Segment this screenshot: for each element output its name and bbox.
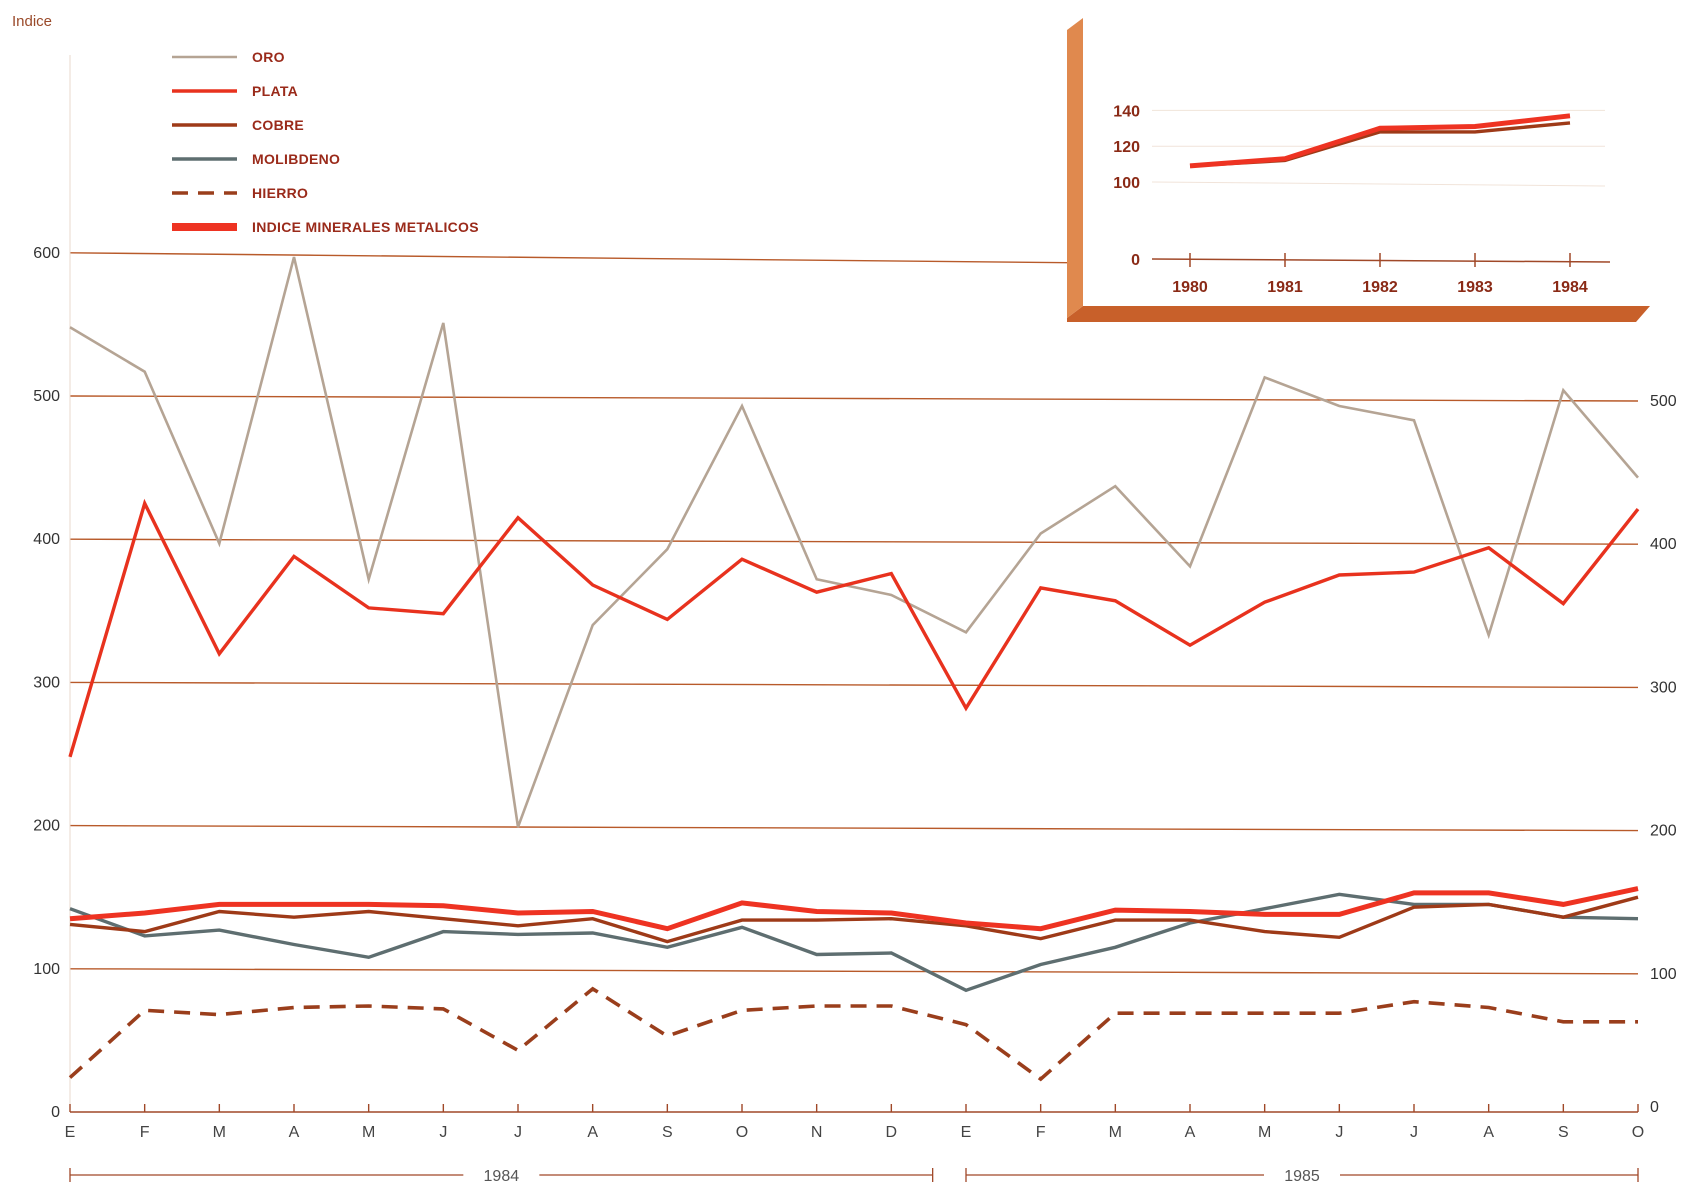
- x-tick-label: M: [1109, 1124, 1122, 1141]
- y-ticks-left: 0 100 200 300 400 500 600: [33, 245, 60, 1121]
- y-axis-title: Indice: [12, 13, 52, 30]
- x-tick-label: F: [140, 1124, 150, 1141]
- y-tick-right: 200: [1650, 823, 1677, 840]
- x-tick-label: A: [1185, 1124, 1196, 1141]
- y-tick-left: 500: [33, 388, 60, 405]
- legend-label-molibdeno: MOLIBDENO: [252, 151, 340, 167]
- x-tick-label: D: [886, 1124, 898, 1141]
- legend-label-cobre: COBRE: [252, 117, 304, 133]
- inset-x-tick-label: 1984: [1552, 279, 1588, 296]
- inset-gridline: [1151, 181, 1606, 187]
- y-tick-right: 0: [1650, 1099, 1659, 1116]
- inset-x-tick-label: 1983: [1457, 279, 1493, 296]
- y-tick-left: 600: [33, 245, 60, 262]
- y-tick-right: 500: [1650, 393, 1677, 410]
- x-tick-label: A: [1483, 1124, 1494, 1141]
- x-tick-label: A: [289, 1124, 300, 1141]
- inset-series-line-indice: [1189, 113, 1571, 169]
- gridline-500: [69, 395, 1639, 402]
- inset-y-tick: 100: [1113, 175, 1140, 192]
- x-tick-label: N: [811, 1124, 823, 1141]
- x-tick-label: J: [439, 1124, 447, 1141]
- x-tick-label: F: [1036, 1124, 1046, 1141]
- legend-label-plata: PLATA: [252, 83, 298, 99]
- inset-chart: 0 100 120 140 1980 1981 1982 1983 1984: [1067, 18, 1650, 322]
- x-tick-label: O: [736, 1124, 748, 1141]
- inset-y-tick: 120: [1113, 139, 1140, 156]
- inset-y-tick: 140: [1113, 103, 1140, 120]
- inset-x-tick-label: 1980: [1172, 279, 1208, 296]
- y-tick-right: 400: [1650, 536, 1677, 553]
- inset-x-tick-label: 1982: [1362, 279, 1398, 296]
- x-tick-label: M: [213, 1124, 226, 1141]
- series-line-indice: [69, 886, 1639, 932]
- x-tick-label: O: [1632, 1124, 1644, 1141]
- x-tick-label: M: [1258, 1124, 1271, 1141]
- x-tick-label: J: [1335, 1124, 1343, 1141]
- legend-label-hierro: HIERRO: [252, 185, 308, 201]
- y-tick-left: 400: [33, 531, 60, 548]
- inset-x-axis: [1151, 258, 1611, 263]
- year-label: 1985: [1284, 1168, 1320, 1185]
- y-tick-right: 100: [1650, 966, 1677, 983]
- gridline-400: [69, 538, 1639, 545]
- legend: ORO PLATA COBRE MOLIBDENO HIERRO INDICE MINER…: [172, 49, 479, 235]
- x-tick-label: J: [514, 1124, 522, 1141]
- y-tick-right: 300: [1650, 679, 1677, 696]
- x-tick-label: A: [587, 1124, 598, 1141]
- x-tick-label: S: [662, 1124, 673, 1141]
- inset-side: [1067, 18, 1083, 318]
- gridline-100: [69, 968, 1639, 975]
- y-tick-left: 0: [51, 1104, 60, 1121]
- inset-base: [1067, 306, 1650, 322]
- x-tick-label: M: [362, 1124, 375, 1141]
- y-tick-left: 300: [33, 674, 60, 691]
- gridline-600: [69, 252, 1081, 264]
- gridline-300: [69, 681, 1639, 689]
- legend-label-indice: INDICE MINERALES METALICOS: [252, 219, 479, 235]
- series-line-oro: [69, 256, 1639, 828]
- gridline-200: [69, 824, 1639, 832]
- year-label: 1984: [484, 1168, 520, 1185]
- y-tick-left: 100: [33, 961, 60, 978]
- y-ticks-right: 0 100 200 300 400 500: [1650, 393, 1677, 1116]
- series-line-molibdeno: [69, 892, 1639, 993]
- series-line-cobre: [69, 895, 1639, 944]
- inset-panel: [1083, 18, 1650, 306]
- series-lines: [68, 256, 1640, 1082]
- year-brackets: 1984 1985: [69, 1168, 1639, 1185]
- series-line-hierro: [68, 986, 1638, 1082]
- legend-label-oro: ORO: [252, 49, 285, 65]
- x-tick-label: J: [1410, 1124, 1418, 1141]
- x-tick-label: E: [65, 1124, 76, 1141]
- inset-x-tick-label: 1981: [1267, 279, 1303, 296]
- x-tick-label: E: [961, 1124, 972, 1141]
- inset-y-tick: 0: [1131, 252, 1140, 269]
- x-tick-label: S: [1558, 1124, 1569, 1141]
- series-line-plata: [68, 498, 1640, 758]
- main-axes: [69, 55, 1638, 1113]
- y-tick-left: 200: [33, 818, 60, 835]
- main-grid: [69, 252, 1639, 975]
